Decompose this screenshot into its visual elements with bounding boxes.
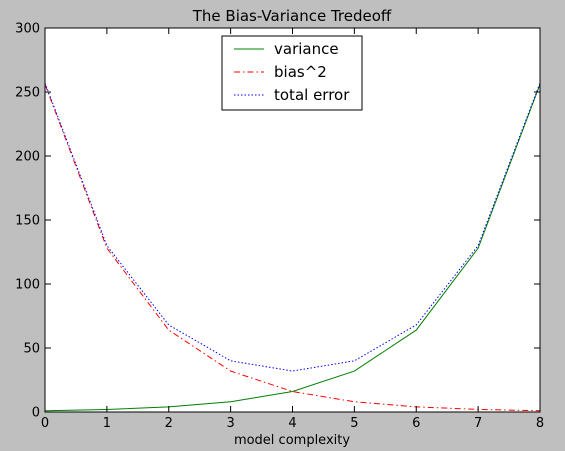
y-tick-label: 50 [23,342,40,357]
y-tick-label: 100 [15,278,40,293]
y-tick-label: 250 [15,86,40,101]
chart-title: The Bias-Variance Tredeoff [192,7,392,25]
series-line-variance [44,84,541,412]
legend: variance bias^2 total error [221,35,363,111]
x-tick-label: 2 [165,416,173,431]
y-tick-label: 200 [15,150,40,165]
series-layer [44,82,541,412]
legend-label: total error [274,86,350,104]
x-tick-label: 7 [474,416,482,431]
x-tick-label: 8 [536,416,544,431]
axis-layer: 0 1 2 3 4 5 6 7 8 0 50 100 150 200 250 300 [15,22,544,432]
x-tick-label: 3 [226,416,234,431]
y-tick-label: 0 [32,406,40,421]
legend-label: bias^2 [274,63,327,81]
y-tick-label: 300 [15,22,40,37]
x-tick-label: 0 [41,416,49,431]
x-tick-label: 5 [350,416,358,431]
x-axis-label: model complexity [234,433,350,448]
x-tick-label: 4 [288,416,296,431]
legend-box [221,35,363,111]
series-line-bias-2 [44,84,541,412]
x-tick-label: 1 [103,416,111,431]
legend-label: variance [274,40,339,58]
y-tick-label: 150 [15,214,40,229]
x-tick-label: 6 [412,416,420,431]
series-line-total-error [44,82,541,372]
